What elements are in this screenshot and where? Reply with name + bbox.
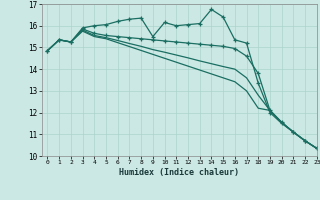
- X-axis label: Humidex (Indice chaleur): Humidex (Indice chaleur): [119, 168, 239, 177]
